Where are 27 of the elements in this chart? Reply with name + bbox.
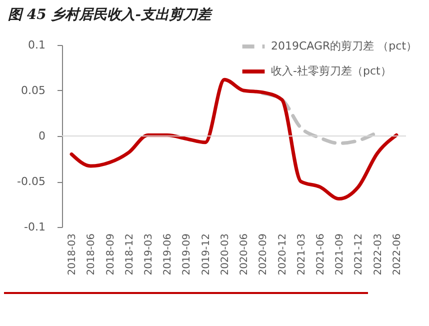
x-tick-label: 2018-06 (86, 234, 98, 276)
x-tick-label: 2022-03 (372, 234, 384, 276)
line-series (70, 78, 398, 201)
y-tick-label: -0.1 (24, 220, 46, 234)
x-tick-label: 2022-06 (392, 234, 403, 276)
legend-label: 收入-社零剪刀差（pct） (271, 64, 392, 78)
x-tick-label: 2018-12 (124, 234, 136, 276)
x-tick-label: 2021-06 (316, 234, 326, 276)
chart-title: 图 45 乡村居民收入-支出剪刀差 (8, 6, 212, 24)
legend-label: 2019CAGR的剪刀差 （pct） (271, 40, 418, 52)
y-tick-label: 0.05 (21, 84, 46, 97)
x-tick-label: 2021-09 (334, 234, 346, 276)
x-tick-label: 2020-03 (220, 234, 231, 276)
x-tick-label: 2020-12 (277, 234, 288, 276)
y-tick-label: -0.05 (17, 175, 46, 188)
x-tick-label: 2019-03 (144, 234, 154, 276)
x-tick-label: 2021-03 (296, 234, 308, 276)
y-tick-label: 0 (38, 130, 46, 142)
x-tick-label: 2018-09 (105, 234, 116, 276)
x-tick-label: 2018-03 (67, 234, 78, 276)
x-tick-label: 2020-06 (239, 234, 250, 276)
x-tick-label: 2021-12 (354, 234, 365, 276)
y-tick-label: 0.1 (28, 38, 46, 52)
x-tick-label: 2020-09 (258, 234, 270, 276)
x-tick-label: 2019-09 (182, 234, 193, 276)
x-tick-label: 2019-06 (162, 234, 174, 276)
x-tick-label: 2019-12 (200, 234, 212, 276)
